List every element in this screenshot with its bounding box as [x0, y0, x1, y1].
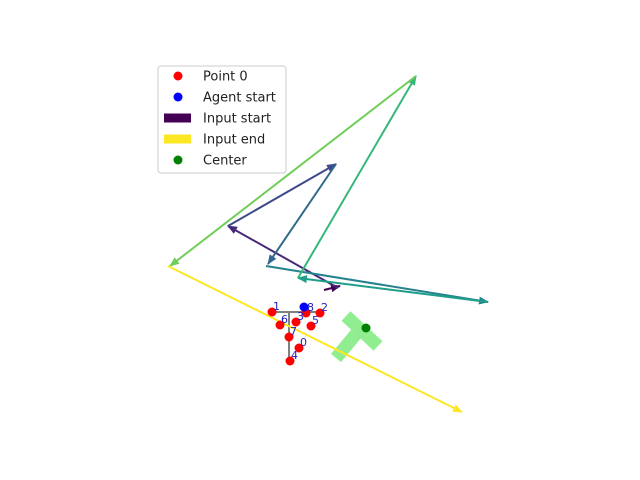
point-label-5: 5 [312, 314, 319, 327]
agent-start-marker [299, 302, 309, 312]
point-4 [285, 356, 295, 366]
legend-box [157, 65, 287, 174]
special-markers [299, 302, 371, 333]
point-labels: 0 1 2 3 4 5 678 [273, 300, 328, 362]
input-arrow-3 [267, 163, 337, 265]
legend-label-2: Input start [203, 112, 271, 127]
point-label-0: 0 [300, 336, 307, 349]
legend-swatch-2 [164, 113, 191, 123]
target-shape [331, 311, 383, 363]
point-6 [275, 320, 285, 330]
input-arrow-1 [227, 225, 339, 289]
input-arrow-2 [227, 163, 337, 227]
shape-points [267, 307, 325, 366]
point-label-8: 8 [307, 301, 314, 314]
center-marker [361, 323, 371, 333]
legend: Point 0 Agent start Input start Input end Ce… [157, 65, 287, 174]
legend-label-0: Point 0 [203, 70, 248, 85]
point-label-1: 1 [273, 300, 280, 313]
point-7 [284, 332, 294, 342]
legend-label-3: Input end [203, 133, 265, 148]
legend-item-2: Input start [164, 112, 271, 127]
target-shape-bar-0 [341, 311, 383, 351]
legend-item-1: Agent start [173, 91, 276, 106]
legend-swatch-1 [173, 92, 183, 102]
point-5 [306, 321, 316, 331]
legend-label-1: Agent start [203, 91, 276, 106]
point-0 [294, 343, 304, 353]
point-2 [315, 308, 325, 318]
legend-swatch-0 [173, 71, 183, 81]
point-label-4: 4 [291, 349, 298, 362]
input-arrow-5 [297, 275, 489, 303]
legend-item-4: Center [173, 154, 247, 169]
input-arrow-6 [297, 75, 417, 279]
legend-swatch-4 [173, 155, 183, 165]
point-label-3: 3 [297, 310, 304, 323]
input-arrow-4 [265, 265, 489, 305]
point-label-6: 6 [281, 313, 288, 326]
point-label-7: 7 [290, 325, 297, 338]
target-shape-bar-1 [331, 329, 361, 363]
legend-label-4: Center [203, 154, 247, 169]
legend-item-3: Input end [164, 133, 265, 148]
input-arrow-7 [169, 75, 417, 267]
legend-swatch-3 [164, 134, 191, 144]
point-1 [267, 307, 277, 317]
input-arrow-8 [167, 265, 463, 413]
point-label-2: 2 [321, 301, 328, 314]
legend-item-0: Point 0 [173, 70, 248, 85]
input-arrows [167, 75, 489, 413]
point-3 [291, 317, 301, 327]
